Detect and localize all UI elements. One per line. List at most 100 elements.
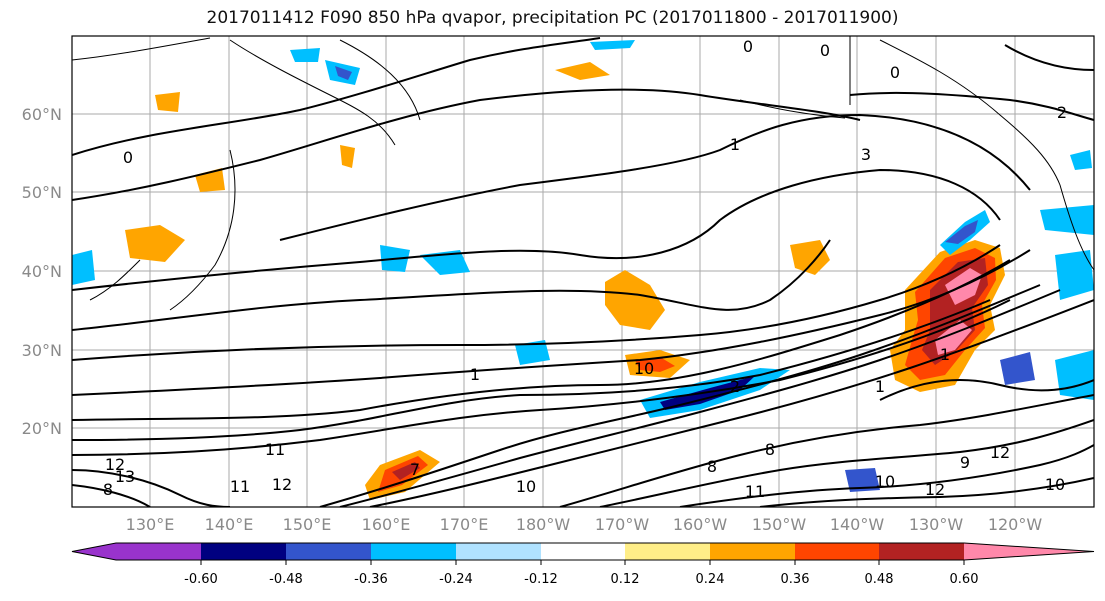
lon-tick-label: 160°W [673,515,728,534]
plot-frame [71,35,1095,508]
contour-label: 8 [707,457,717,476]
contour-label: 0 [890,63,900,82]
contour-label: 12 [105,455,125,474]
longitude-labels: 130°E 140°E 150°E 160°E 170°E 180°W 170°W 160°W… [126,515,1043,534]
contour-line [1004,44,1094,71]
contour-line [72,299,991,441]
colorbar-outline [71,542,1095,561]
colorbar-swatch [286,543,371,560]
coastline [739,99,846,119]
contour-label: 10 [516,477,536,496]
lat-tick-label: 50°N [22,183,62,202]
colorbar-tick-label: -0.12 [524,572,558,587]
contour-label: 11 [265,440,285,459]
colorbar-tick-label: 0.24 [696,572,725,587]
contour-line [72,244,1001,361]
colorbar-swatch [710,543,795,560]
precip-patch [1055,250,1094,300]
precip-patch [125,225,185,262]
coastline [229,39,396,146]
latitude-labels: 60°N 50°N 40°N 30°N 20°N [22,105,62,438]
contour-line [319,284,1041,507]
colorbar-tick-label: 0.48 [865,572,894,587]
precip-patch [392,462,420,480]
contour-label: 3 [861,145,871,164]
contour-line [72,484,151,507]
contour-line [879,379,1094,401]
colorbar-tick-label: -0.36 [354,572,388,587]
coastline [72,37,211,61]
precip-patch [515,340,550,365]
precip-patch [1040,205,1094,235]
lon-tick-label: 130°E [126,515,175,534]
contour-line [72,88,861,201]
lon-tick-label: 140°E [205,515,254,534]
contour-label: 1 [730,135,740,154]
contour-label: 12 [990,443,1010,462]
precip-patch [1070,150,1092,170]
lon-tick-label: 160°E [362,515,411,534]
contour-label: 0 [820,41,830,60]
contour-line [72,469,231,507]
contour-label: 0 [123,148,133,167]
precip-patch [155,92,180,112]
contour-line [849,91,1094,121]
lon-tick-label: 150°E [283,515,332,534]
precip-patch [340,145,355,168]
colorbar-swatch [541,543,625,560]
precip-patch [555,62,610,80]
lon-tick-label: 170°W [595,515,650,534]
colorbar-swatch [72,543,201,560]
colorbar-tick-label: -0.60 [184,572,218,587]
contour-label: 10 [1045,475,1065,494]
colorbar-swatch [456,543,541,560]
contour-label: 1 [940,345,950,364]
precip-patch [590,40,635,50]
contour-label: 13 [115,467,135,486]
contour-line [72,249,1031,396]
contour-label: 8 [765,440,775,459]
lon-tick-label: 170°E [440,515,489,534]
contour-line [279,113,1031,241]
colorbar-swatch [795,543,879,560]
contour-label: 12 [272,475,292,494]
contour-label: 11 [230,477,250,496]
coastline [169,149,236,311]
colorbar-tick-label: -0.48 [269,572,303,587]
precip-patch [335,66,352,80]
lon-tick-label: 130°W [909,515,964,534]
contour-line [599,419,1094,507]
lon-tick-label: 180°W [516,515,571,534]
lat-tick-label: 20°N [22,419,62,438]
colorbar-swatch [964,543,1094,560]
contour-line [72,259,1011,421]
contour-label: 10 [634,359,654,378]
contour-line [369,299,1094,507]
contour-label: 12 [925,480,945,499]
coastline [89,259,141,301]
coastline [339,39,421,121]
contour-line [339,289,1061,507]
coastline [849,36,1094,271]
colorbar-tick-label: 0.60 [950,572,979,587]
contour-label: 1 [470,365,480,384]
contour-label: 0 [743,37,753,56]
contour-line [72,168,1001,291]
colorbar-labels: -0.60 -0.48 -0.36 -0.24 -0.12 0.12 0.24 0.36 0.4… [184,560,978,587]
colorbar-tick-label: 0.12 [611,572,640,587]
contour-line [72,37,601,156]
precip-patch [790,240,830,275]
coastlines [72,36,1094,311]
colorbar [71,542,1095,561]
lat-tick-label: 40°N [22,262,62,281]
precip-patch [290,48,320,62]
lon-tick-label: 120°W [988,515,1043,534]
precip-patch [635,357,675,372]
lon-tick-label: 150°W [752,515,807,534]
lon-tick-label: 140°W [830,515,885,534]
qvapor-contours [72,37,1094,507]
colorbar-swatch [879,543,964,560]
contour-label: 11 [745,482,765,501]
